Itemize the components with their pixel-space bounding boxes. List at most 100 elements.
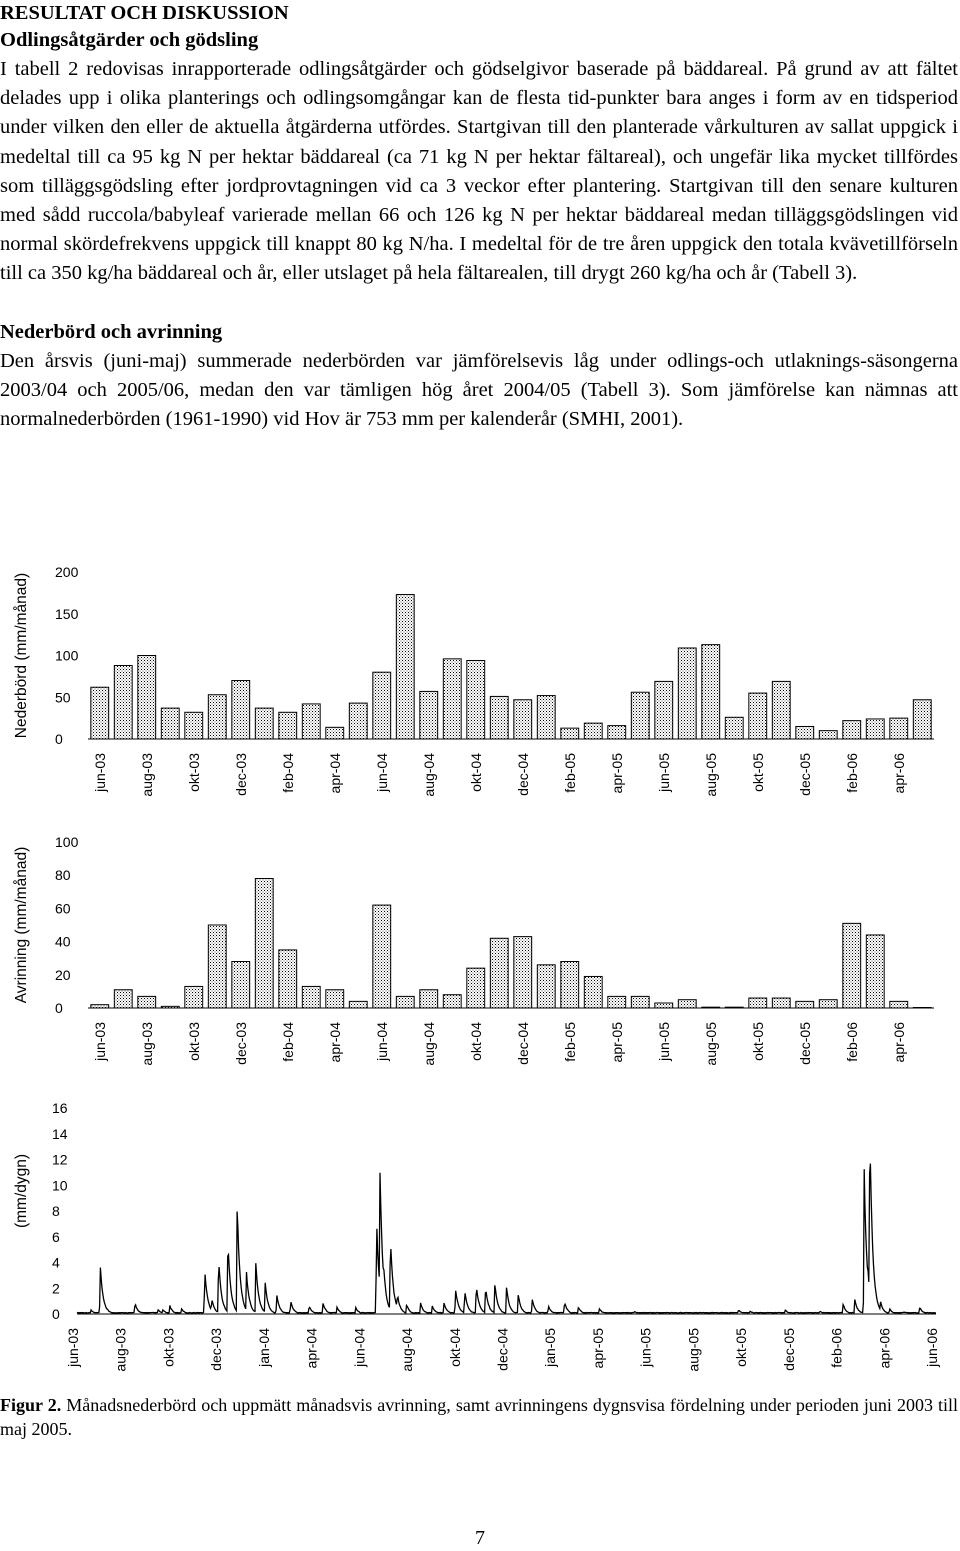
bar-dec-04 [513,936,533,1009]
y-tick-label: 4 [52,1255,60,1271]
x-tick-label: apr-05 [590,1328,606,1369]
y-tick-label: 100 [55,648,79,664]
x-tick-label: jun-05 [638,1328,654,1368]
x-tick-label: aug-03 [113,1328,129,1372]
bar-okt-05 [748,692,768,740]
x-tick-label: okt-03 [160,1328,176,1367]
bar-jan-04 [254,878,274,1009]
bar-nov-03 [207,924,227,1009]
x-tick-label: aug-04 [399,1328,415,1372]
bar-maj-04 [348,1000,368,1009]
figure-caption: Figur 2. Månadsnederbörd och uppmätt mån… [0,1393,958,1441]
bar-jan-06 [818,999,838,1009]
bar-mar-05 [583,975,603,1009]
x-tick-label: apr-06 [876,1328,892,1369]
runoff-chart: Avrinning (mm/månad) 0 20 40 60 80 100 jun-03 au… [13,834,934,1066]
y-tick-label: 14 [52,1126,68,1142]
bar-apr-05 [607,725,627,740]
x-tick-label: jan-05 [542,1328,558,1368]
x-tick-label: aug-03 [139,1022,155,1066]
x-tick-label: dec-04 [515,1022,531,1065]
bar-feb-04 [278,711,298,740]
bar-apr-04 [325,726,345,740]
bar-nov-05 [771,997,791,1009]
y-axis-label: (mm/dygn) [13,1154,30,1228]
bar-okt-04 [466,967,486,1009]
bar-jul-05 [677,999,697,1009]
x-tick-label: jun-04 [374,1022,390,1062]
precipitation-chart: Nederbörd (mm/månad) 0 50 100 150 200 jun-03 au… [13,564,934,797]
y-tick-label: 80 [55,867,71,883]
x-tick-label: apr-06 [891,753,907,794]
bar-apr-05 [607,995,627,1009]
y-tick-label: 16 [52,1100,68,1116]
x-tick-label: apr-04 [327,1022,343,1063]
figure-label: Figur 2. [0,1395,62,1415]
section-heading: RESULTAT OCH DISKUSSION [0,2,289,24]
x-tick-label: apr-04 [304,1328,320,1369]
bar-jul-04 [395,594,415,740]
x-tick-label: jun-05 [656,1022,672,1062]
paragraph-nederbord: Den årsvis (juni-maj) summerade nederbör… [0,349,958,431]
bar-nov-04 [489,695,509,740]
x-tick-label: apr-05 [609,1022,625,1063]
x-tick-label: feb-06 [844,753,860,793]
bar-dec-04 [513,699,533,740]
bar-maj-05 [630,691,650,740]
bar-aug-05 [701,644,721,740]
bar-maj-04 [348,702,368,740]
bar-feb-05 [560,961,580,1009]
x-tick-label: aug-04 [421,1022,437,1066]
bar-feb-06 [842,922,862,1009]
x-tick-label: feb-05 [562,1022,578,1062]
bar-nov-05 [771,680,791,740]
x-tick-label: dec-03 [233,1022,249,1065]
x-tick-label: okt-05 [750,1022,766,1061]
y-axis-label: Avrinning (mm/månad) [13,847,30,1004]
x-tick-label: okt-03 [186,753,202,792]
x-tick-label: okt-04 [447,1328,463,1367]
bar-jul-04 [395,995,415,1009]
bar-dec-05 [795,725,815,740]
bar-jun-03 [90,686,110,740]
daily-runoff-chart: (mm/dygn) 0 2 4 6 8 10 12 14 16 jun-03 aug-03 okt-03… [13,1100,940,1372]
x-tick-label: feb-06 [844,1022,860,1062]
x-tick-label: aug-05 [685,1328,701,1372]
bar-sep-04 [442,994,462,1009]
bar-sep-05 [724,716,744,740]
x-tick-label: dec-03 [233,753,249,796]
y-tick-label: 8 [52,1203,60,1219]
x-tick-label: dec-04 [495,1328,511,1371]
bar-okt-03 [184,711,204,740]
bar-jul-05 [677,647,697,740]
bar-jun-05 [654,680,674,740]
bar-feb-06 [842,720,862,740]
y-tick-label: 50 [55,689,71,705]
bar-feb-04 [278,949,298,1009]
bar-aug-03 [137,995,157,1009]
x-tick-label: okt-05 [733,1328,749,1367]
y-tick-label: 2 [52,1280,60,1296]
x-tick-label: jun-06 [924,1328,940,1368]
bar-nov-04 [489,937,509,1009]
x-tick-label: feb-04 [280,1022,296,1062]
x-tick-label: okt-04 [468,1022,484,1061]
x-tick-label: jun-04 [374,753,390,793]
bar-jun-04 [372,904,392,1009]
body-text: RESULTAT OCH DISKUSSION Odlingsåtgärder … [0,0,958,434]
bar-maj-05 [630,995,650,1009]
y-tick-label: 40 [55,934,71,950]
y-tick-label: 12 [52,1152,68,1168]
x-tick-label: okt-04 [468,753,484,792]
y-axis-label: Nederbörd (mm/månad) [13,573,30,738]
bar-feb-05 [560,727,580,740]
subsection-heading-nederbord: Nederbörd och avrinning [0,320,223,343]
x-tick-label: jun-04 [351,1328,367,1368]
bar-apr-06 [889,1000,909,1009]
x-tick-label: feb-06 [829,1328,845,1368]
bar-mar-06 [865,718,885,740]
y-tick-label: 20 [55,967,71,983]
bar-jul-03 [113,665,133,740]
bar-sep-04 [442,658,462,740]
bar-apr-04 [325,989,345,1009]
